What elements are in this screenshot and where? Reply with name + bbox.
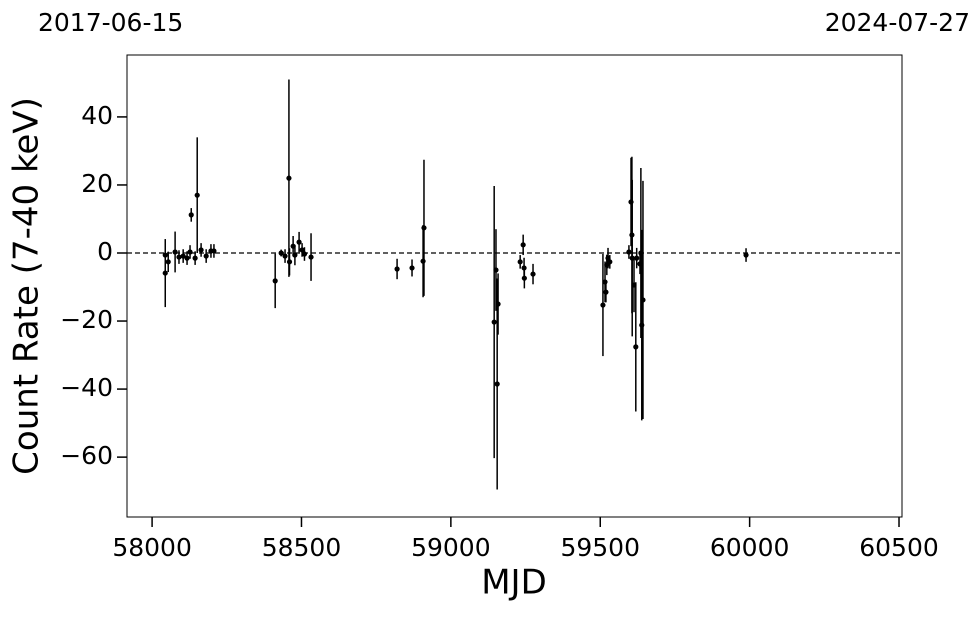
data-point [184,255,190,261]
data-point [530,271,536,277]
data-point [278,250,284,256]
data-point [520,242,526,248]
data-point [495,301,501,307]
data-point [603,289,609,295]
data-point [493,267,499,273]
data-point [162,252,168,258]
x-axis-label: MJD [481,563,547,603]
data-point [421,225,427,231]
data-point [165,259,171,265]
plot-frame [126,54,903,518]
x-tick-label: 59500 [560,533,640,562]
data-point [299,247,305,253]
data-point [409,265,415,271]
data-point [194,192,200,198]
data-point [188,212,194,218]
date-label: 2017-06-15 [38,8,183,37]
y-axis-label: Count Rate (7-40 keV) [7,97,47,475]
data-point [203,253,209,259]
data-point [521,275,527,281]
data-point [517,259,523,265]
data-point [633,344,639,350]
data-point [640,297,646,303]
data-point [286,259,293,265]
data-point [743,252,749,258]
y-tick-label: −40 [60,373,113,402]
y-tick-label: 40 [81,101,113,130]
x-tick-label: 58000 [112,533,192,562]
data-point [296,239,302,245]
data-point [211,248,217,254]
data-point [491,319,497,325]
data-point [600,302,606,308]
data-point [602,279,608,285]
data-point [282,253,288,259]
y-tick-label: 0 [97,237,113,266]
y-tick-label: −60 [60,441,113,470]
x-tick-label: 59000 [411,533,491,562]
date-label: 2024-07-27 [825,8,970,37]
x-tick-label: 58500 [262,533,342,562]
data-point [394,266,400,272]
y-tick-label: 20 [81,169,113,198]
data-point [272,278,278,284]
data-point [292,252,298,258]
data-point [180,253,186,259]
x-tick-label: 60000 [710,533,790,562]
data-point [176,254,182,260]
data-point [187,249,193,255]
data-point [420,258,426,264]
data-point [198,247,204,253]
data-point [192,255,198,261]
data-point [634,255,640,261]
data-point [626,249,632,255]
y-tick-label: −20 [60,305,113,334]
data-point [494,381,500,387]
data-point [162,270,168,276]
data-point [308,254,314,260]
data-point [286,175,292,181]
data-point [301,251,308,257]
data-point [172,249,178,255]
data-point [607,259,613,265]
x-tick-label: 60500 [859,533,939,562]
data-point [638,250,644,256]
